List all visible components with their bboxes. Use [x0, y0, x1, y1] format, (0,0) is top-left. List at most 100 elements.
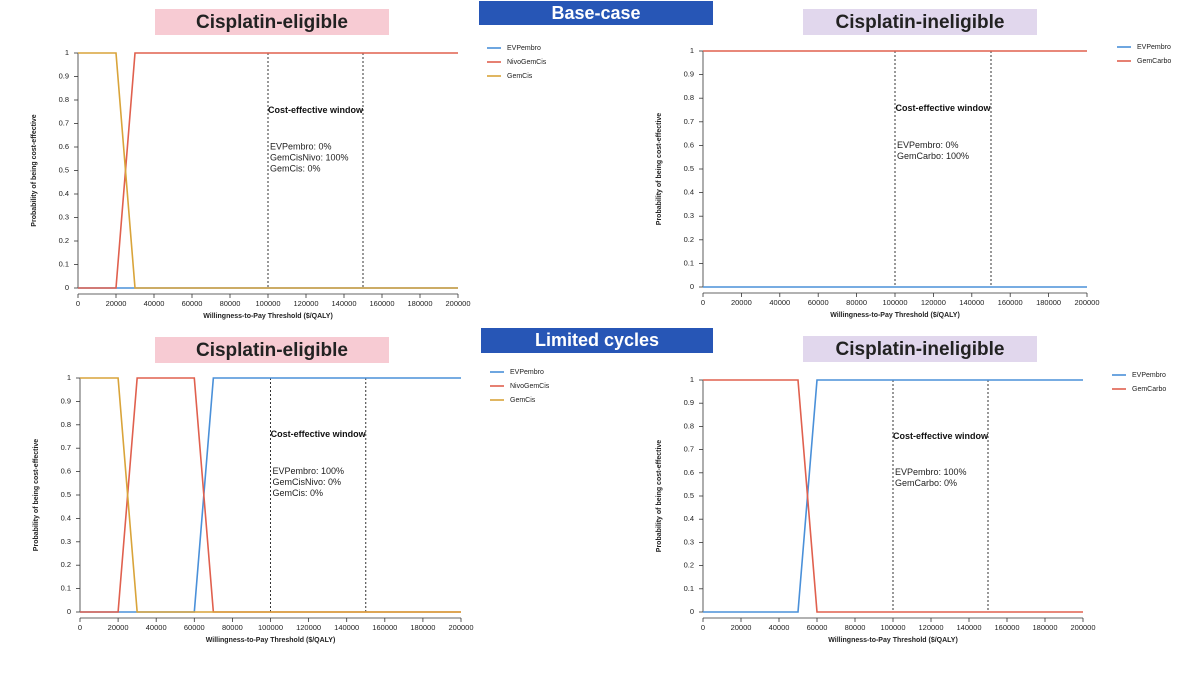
window-title: Cost-effective window [893, 431, 988, 442]
window-text: EVPembro: 0% [270, 141, 332, 151]
y-tick-label: 0.1 [61, 584, 71, 593]
y-tick-label: 0.4 [59, 189, 69, 198]
x-tick-label: 120000 [293, 299, 318, 308]
x-tick-label: 0 [76, 299, 80, 308]
x-tick-label: 140000 [956, 623, 981, 632]
y-tick-label: 0.4 [684, 514, 694, 523]
x-tick-label: 160000 [998, 298, 1023, 307]
x-tick-label: 200000 [1070, 623, 1095, 632]
y-tick-label: 1 [690, 46, 694, 55]
y-tick-label: 0.8 [684, 421, 694, 430]
x-tick-label: 200000 [448, 623, 473, 632]
x-tick-label: 80000 [845, 623, 866, 632]
window-title: Cost-effective window [270, 429, 366, 440]
y-axis-label: Probability of being cost-effective [656, 113, 663, 226]
x-tick-label: 40000 [144, 299, 165, 308]
window-title-box: Cost-effective window [895, 103, 990, 113]
x-tick-label: 120000 [921, 298, 946, 307]
y-tick-label: 0.2 [59, 236, 69, 245]
y-tick-label: 1 [67, 373, 71, 382]
window-title-box: Cost-effective window [893, 431, 988, 442]
y-tick-label: 0.5 [684, 164, 694, 173]
title-box [803, 336, 1037, 362]
legend-label: EVPembro [1137, 44, 1171, 51]
y-tick-label: 0.1 [684, 584, 694, 593]
section-label: Base-case [551, 3, 640, 23]
y-axis-label: Probability of being cost-effective [33, 439, 40, 552]
x-tick-label: 120000 [296, 623, 321, 632]
x-tick-label: 160000 [369, 299, 394, 308]
x-tick-label: 0 [78, 623, 82, 632]
x-tick-label: 60000 [807, 623, 828, 632]
title-box [803, 9, 1037, 35]
y-tick-label: 0.1 [684, 258, 694, 267]
x-tick-label: 140000 [959, 298, 984, 307]
legend-label: NivoGemCis [510, 383, 550, 390]
y-tick-label: 0.3 [59, 212, 69, 221]
x-tick-label: 100000 [255, 299, 280, 308]
x-tick-label: 80000 [220, 299, 241, 308]
section-box [481, 328, 713, 353]
series-line [78, 52, 458, 289]
window-text: GemCis: 0% [270, 163, 321, 173]
y-tick-label: 0.7 [61, 443, 71, 452]
legend-label: GemCis [510, 397, 536, 404]
y-axis-label: Probability of being cost-effective [656, 440, 663, 553]
x-tick-label: 160000 [372, 623, 397, 632]
x-tick-label: 60000 [808, 298, 829, 307]
window-text: GemCarbo: 100% [897, 151, 969, 161]
x-tick-label: 180000 [1036, 298, 1061, 307]
x-tick-label: 140000 [334, 623, 359, 632]
x-tick-label: 0 [701, 623, 705, 632]
section-box [479, 1, 713, 25]
x-tick-label: 200000 [445, 299, 470, 308]
x-tick-label: 180000 [407, 299, 432, 308]
x-tick-label: 40000 [769, 298, 790, 307]
x-tick-label: 40000 [769, 623, 790, 632]
x-tick-label: 160000 [994, 623, 1019, 632]
legend-label: EVPembro [507, 45, 541, 52]
y-tick-label: 0.2 [61, 560, 71, 569]
legend-label: GemCarbo [1132, 386, 1166, 393]
y-tick-label: 1 [690, 375, 694, 384]
window-title: Cost-effective window [268, 104, 363, 115]
window-title-box: Cost-effective window [270, 429, 366, 440]
y-tick-label: 0.5 [59, 165, 69, 174]
y-tick-label: 0.9 [684, 70, 694, 79]
legend-label: EVPembro [510, 369, 544, 376]
y-tick-label: 0.4 [684, 188, 694, 197]
x-axis-label: Willingness-to-Pay Threshold ($/QALY) [828, 637, 958, 644]
y-tick-label: 0.3 [684, 537, 694, 546]
chart-title: Cisplatin-ineligible [836, 339, 1005, 360]
window-text: EVPembro: 100% [895, 467, 967, 477]
legend-label: GemCarbo [1137, 58, 1171, 65]
y-tick-label: 1 [65, 48, 69, 57]
y-tick-label: 0.5 [61, 490, 71, 499]
x-tick-label: 20000 [108, 623, 129, 632]
y-tick-label: 0.9 [59, 71, 69, 80]
window-text: GemCisNivo: 0% [273, 477, 342, 487]
series-line [80, 377, 461, 613]
y-tick-label: 0.1 [59, 259, 69, 268]
legend-label: GemCis [507, 73, 533, 80]
series-line [703, 379, 1083, 613]
y-tick-label: 0.7 [684, 445, 694, 454]
y-tick-label: 0.6 [684, 468, 694, 477]
y-tick-label: 0.6 [61, 467, 71, 476]
y-tick-label: 0.8 [684, 93, 694, 102]
legend-label: EVPembro [1132, 372, 1166, 379]
y-tick-label: 0.7 [59, 118, 69, 127]
y-tick-label: 0.4 [61, 513, 71, 522]
x-tick-label: 40000 [146, 623, 167, 632]
window-text: EVPembro: 0% [897, 140, 959, 150]
x-tick-label: 120000 [918, 623, 943, 632]
window-text: EVPembro: 100% [273, 466, 345, 476]
y-tick-label: 0.3 [61, 537, 71, 546]
x-tick-label: 80000 [222, 623, 243, 632]
x-tick-label: 20000 [731, 623, 752, 632]
x-tick-label: 20000 [731, 298, 752, 307]
x-tick-label: 60000 [182, 299, 203, 308]
x-tick-label: 100000 [880, 623, 905, 632]
section-label: Limited cycles [535, 330, 659, 350]
